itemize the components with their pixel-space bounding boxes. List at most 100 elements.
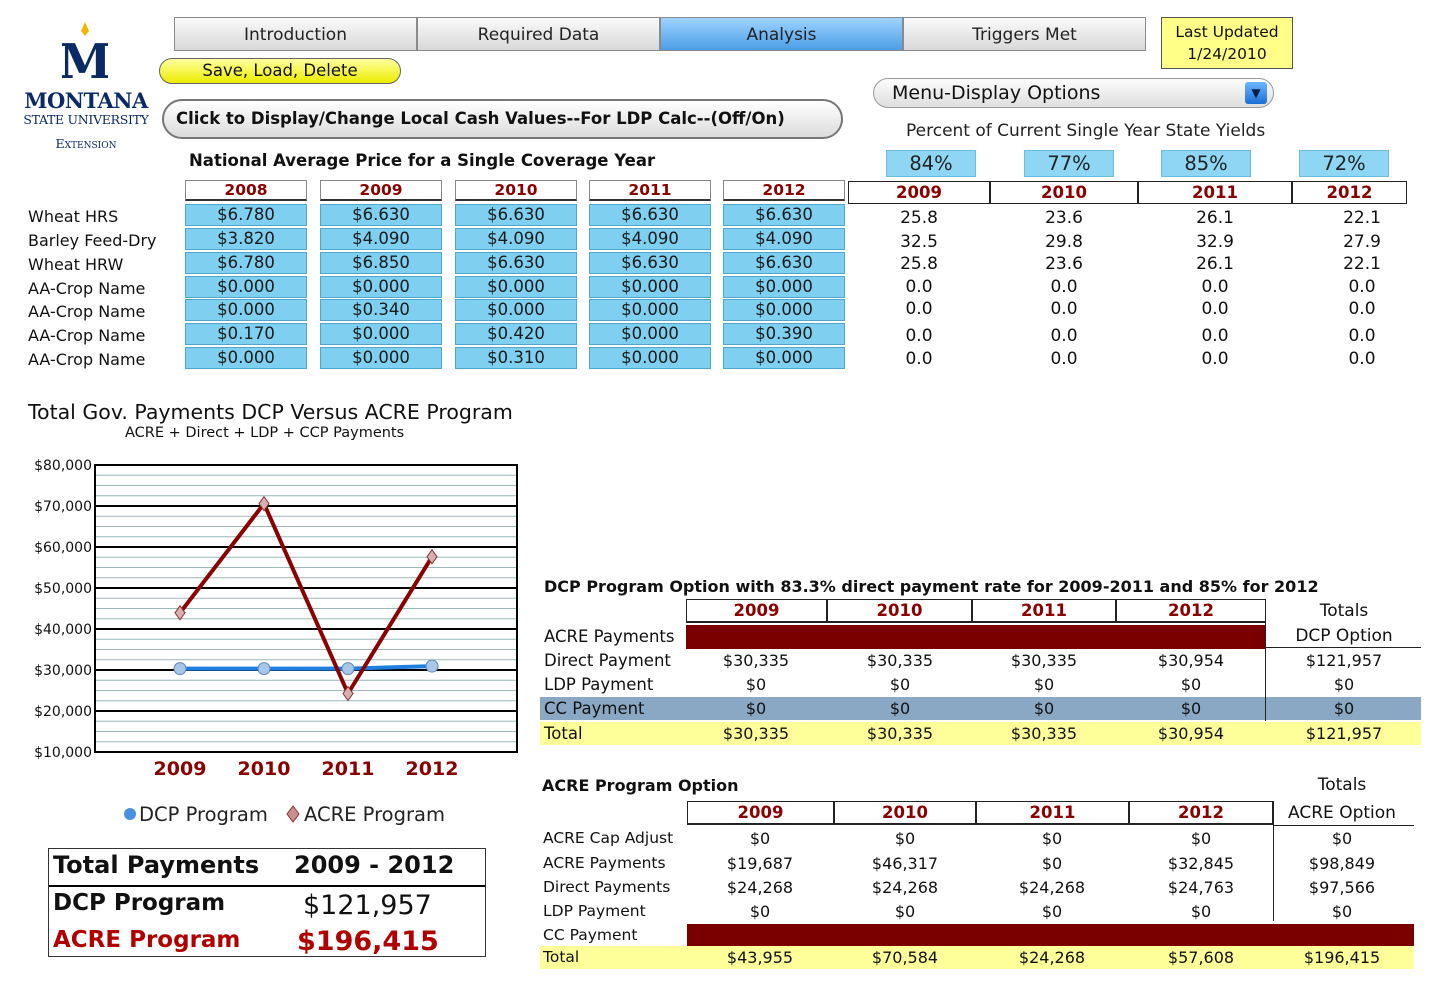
yield-value: 27.9 <box>1343 232 1381 252</box>
price-input-cell[interactable]: $0.000 <box>723 276 845 298</box>
table-row-label: ACRE Payments <box>543 854 666 872</box>
yield-percent-input[interactable]: 85% <box>1161 150 1251 177</box>
price-input-cell[interactable]: $4.090 <box>723 228 845 250</box>
table-total-cell: $121,957 <box>1305 651 1383 670</box>
logo-montana: MONTANA <box>24 88 148 113</box>
yield-value: 25.8 <box>900 254 938 274</box>
price-input-cell[interactable]: $0.000 <box>320 347 442 369</box>
price-input-cell[interactable]: $0.310 <box>455 347 577 369</box>
table-value-cell: $0 <box>745 699 767 718</box>
table-value-cell: $30,954 <box>1157 651 1225 670</box>
tab-analysis[interactable]: Analysis <box>660 17 903 51</box>
price-year-header: 2010 <box>455 180 577 201</box>
tab-introduction[interactable]: Introduction <box>174 17 417 51</box>
save-load-delete-button[interactable]: Save, Load, Delete <box>159 58 401 84</box>
yield-percent-input[interactable]: 84% <box>886 150 976 177</box>
table-value-cell: $0 <box>1033 675 1055 694</box>
price-input-cell[interactable]: $0.000 <box>723 347 845 369</box>
price-input-cell[interactable]: $4.090 <box>320 228 442 250</box>
price-input-cell[interactable]: $0.000 <box>589 276 711 298</box>
yield-value: 0.0 <box>1201 326 1229 346</box>
price-year-header: 2008 <box>185 180 307 201</box>
price-input-cell[interactable]: $0.000 <box>185 299 307 321</box>
price-input-cell[interactable]: $6.630 <box>455 204 577 226</box>
table-value-cell: $0 <box>1190 829 1212 848</box>
price-input-cell[interactable]: $0.000 <box>320 323 442 345</box>
price-input-cell[interactable]: $0.000 <box>723 299 845 321</box>
yield-value: 25.8 <box>900 208 938 228</box>
table-value-cell: $0 <box>889 675 911 694</box>
display-options-menu[interactable]: Menu-Display Options ▼ <box>873 78 1274 108</box>
price-input-cell[interactable]: $6.780 <box>185 204 307 226</box>
table-value-cell: $0 <box>749 829 771 848</box>
totals-header: Totals <box>1317 775 1367 795</box>
price-input-cell[interactable]: $6.630 <box>589 204 711 226</box>
table-value-cell: $24,763 <box>1167 878 1235 897</box>
price-input-cell[interactable]: $0.000 <box>455 276 577 298</box>
price-input-cell[interactable]: $0.000 <box>589 299 711 321</box>
table-value-cell: $0 <box>1041 902 1063 921</box>
price-input-cell[interactable]: $0.000 <box>185 276 307 298</box>
price-input-cell[interactable]: $0.000 <box>589 323 711 345</box>
price-input-cell[interactable]: $6.630 <box>589 252 711 274</box>
acre-data-point <box>174 604 186 621</box>
chart-frame <box>94 464 518 753</box>
acre-data-point <box>258 495 270 512</box>
chart-y-tick-label: $80,000 <box>34 458 92 474</box>
price-input-cell[interactable]: $0.170 <box>185 323 307 345</box>
price-input-cell[interactable]: $0.420 <box>455 323 577 345</box>
acre-legend-label: ACRE Program <box>304 803 445 826</box>
price-input-cell[interactable]: $0.000 <box>589 347 711 369</box>
table-year-header: 2009 <box>687 801 834 825</box>
table-value-cell: $0 <box>1033 699 1055 718</box>
table-value-cell: $30,335 <box>866 724 934 743</box>
display-options-label: Menu-Display Options <box>892 82 1101 104</box>
price-input-cell[interactable]: $0.000 <box>185 347 307 369</box>
price-input-cell[interactable]: $0.340 <box>320 299 442 321</box>
price-input-cell[interactable]: $6.630 <box>723 252 845 274</box>
local-cash-values-button[interactable]: Click to Display/Change Local Cash Value… <box>162 99 843 139</box>
table-total-cell: $0 <box>1331 902 1353 921</box>
price-input-cell[interactable]: $3.820 <box>185 228 307 250</box>
table-rule <box>1273 825 1414 826</box>
price-input-cell[interactable]: $6.630 <box>723 204 845 226</box>
price-input-cell[interactable]: $0.390 <box>723 323 845 345</box>
price-input-cell[interactable]: $4.090 <box>589 228 711 250</box>
price-input-cell[interactable]: $6.630 <box>320 204 442 226</box>
table-row-label: ACRE Payments <box>544 627 675 646</box>
table-value-cell: $0 <box>889 699 911 718</box>
yield-year-header: 2012 <box>1292 181 1407 204</box>
tab-required-data[interactable]: Required Data <box>417 17 660 51</box>
yield-percent-input[interactable]: 77% <box>1024 150 1114 177</box>
dark-red-bar <box>687 924 1414 948</box>
table-value-cell: $24,268 <box>871 878 939 897</box>
tab-triggers-met[interactable]: Triggers Met <box>903 17 1146 51</box>
table-row-label: CC Payment <box>543 926 638 944</box>
dcp-data-point <box>257 662 271 676</box>
table-total-cell: $0 <box>1333 675 1355 694</box>
chart-y-tick-label: $10,000 <box>34 745 92 761</box>
chevron-down-icon[interactable]: ▼ <box>1245 82 1267 104</box>
yield-value: 26.1 <box>1196 254 1234 274</box>
price-input-cell[interactable]: $0.000 <box>320 276 442 298</box>
chart-title: Total Gov. Payments DCP Versus ACRE Prog… <box>28 400 513 424</box>
price-input-cell[interactable]: $4.090 <box>455 228 577 250</box>
price-input-cell[interactable]: $6.850 <box>320 252 442 274</box>
totals-divider <box>49 885 485 887</box>
price-input-cell[interactable]: $6.780 <box>185 252 307 274</box>
yield-value: 0.0 <box>1348 277 1376 297</box>
table-value-cell: $30,954 <box>1157 724 1225 743</box>
yield-value: 0.0 <box>1050 277 1078 297</box>
table-year-header: 2009 <box>686 599 827 623</box>
price-input-cell[interactable]: $6.630 <box>455 252 577 274</box>
table-total-cell: $97,566 <box>1308 878 1376 897</box>
yield-value: 32.5 <box>900 232 938 252</box>
table-column-divider <box>1265 599 1266 721</box>
chart-y-tick-label: $50,000 <box>34 581 92 597</box>
yield-value: 0.0 <box>1201 299 1229 319</box>
price-section-title: National Average Price for a Single Cove… <box>189 151 656 170</box>
yield-percent-input[interactable]: 72% <box>1299 150 1389 177</box>
acre-series-line <box>178 499 434 698</box>
price-input-cell[interactable]: $0.000 <box>455 299 577 321</box>
yield-value: 0.0 <box>1201 277 1229 297</box>
